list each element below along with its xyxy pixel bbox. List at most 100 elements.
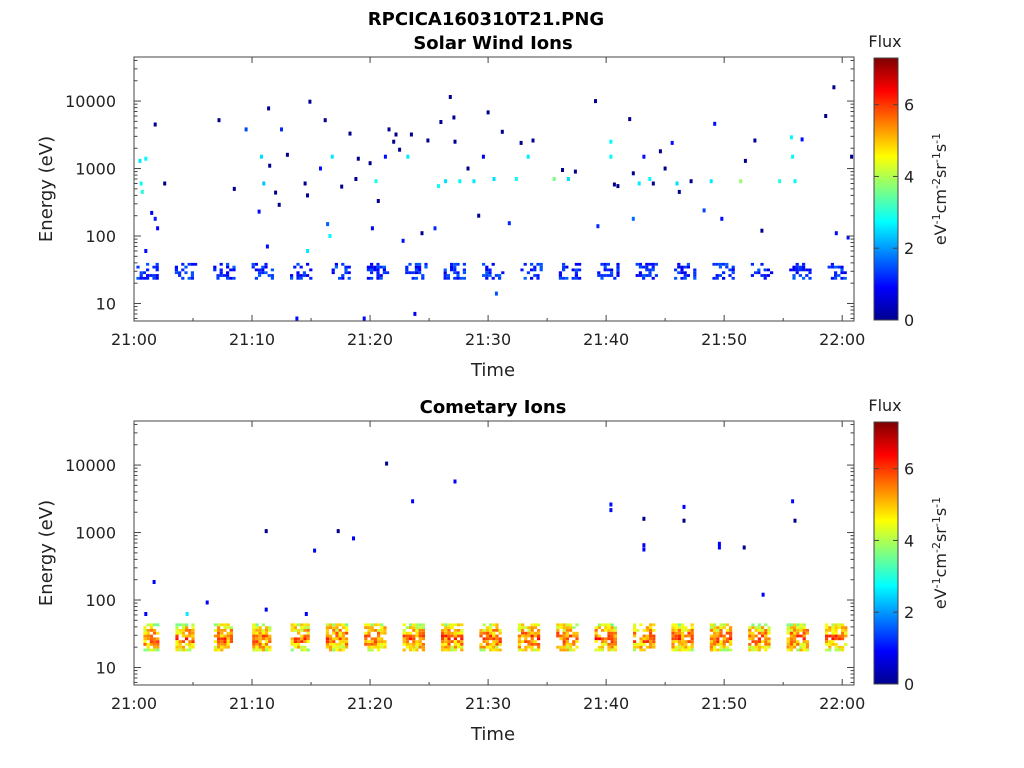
- heatmap-cell: [421, 623, 425, 627]
- heatmap-cell: [603, 262, 607, 266]
- heatmap-cell: [331, 268, 335, 272]
- heatmap-cell: [345, 637, 349, 641]
- heatmap-cell: [252, 623, 256, 627]
- heatmap-cell: [607, 629, 611, 632]
- heatmap-point: [328, 234, 332, 238]
- heatmap-cell: [479, 631, 483, 635]
- heatmap-cell: [325, 634, 329, 638]
- heatmap-cell: [441, 631, 445, 635]
- heatmap-cell: [792, 268, 796, 272]
- heatmap-cell: [562, 637, 566, 641]
- heatmap-cell: [681, 637, 685, 641]
- heatmap-cell: [178, 271, 182, 275]
- heatmap-cell: [405, 645, 409, 649]
- heatmap-cell: [796, 643, 800, 646]
- heatmap-cell: [677, 262, 681, 266]
- heatmap-cell: [725, 640, 729, 643]
- heatmap-cell: [485, 637, 489, 641]
- heatmap-cell: [457, 640, 461, 643]
- heatmap-cell: [364, 626, 368, 629]
- heatmap-cell: [616, 271, 620, 275]
- heatmap-point: [739, 179, 743, 184]
- heatmap-point: [648, 177, 652, 181]
- heatmap-cell: [303, 645, 307, 649]
- colorbar-label: eV-1cm-2sr-1s-1: [930, 497, 950, 609]
- heatmap-cell: [175, 623, 179, 627]
- colorbar-tick-label: 4: [904, 167, 914, 186]
- heatmap-cell: [338, 276, 342, 280]
- heatmap-cell: [441, 629, 445, 632]
- heatmap-cell: [293, 645, 297, 649]
- heatmap-cell: [418, 271, 422, 275]
- heatmap-cell: [645, 645, 649, 649]
- heatmap-cell: [725, 631, 729, 635]
- heatmap-cell: [799, 645, 803, 649]
- heatmap-cell: [485, 645, 489, 649]
- heatmap-cell: [649, 643, 653, 646]
- heatmap-cell: [715, 262, 719, 266]
- heatmap-cell: [482, 274, 486, 277]
- heatmap-cell: [460, 631, 464, 635]
- heatmap-cell: [786, 623, 790, 627]
- heatmap-cell: [447, 643, 451, 646]
- heatmap-point: [552, 177, 556, 181]
- heatmap-cell: [325, 643, 329, 646]
- heatmap-cell: [562, 262, 566, 266]
- heatmap-cell: [569, 629, 573, 632]
- heatmap-cell: [766, 274, 770, 277]
- heatmap-point: [392, 139, 396, 144]
- heatmap-cell: [690, 631, 694, 635]
- heatmap-cell: [444, 629, 448, 632]
- heatmap-cell: [325, 631, 329, 635]
- heatmap-cell: [681, 626, 685, 629]
- heatmap-cell: [341, 274, 345, 277]
- heatmap-point: [791, 499, 795, 504]
- colorbar-tick-label: 0: [904, 311, 914, 330]
- heatmap-cell: [607, 631, 611, 635]
- heatmap-cell: [825, 629, 829, 632]
- heatmap-cell: [802, 262, 806, 266]
- heatmap-cell: [229, 631, 233, 635]
- heatmap-cell: [569, 643, 573, 646]
- heatmap-cell: [376, 276, 380, 280]
- heatmap-cell: [789, 629, 793, 632]
- heatmap-cell: [485, 265, 489, 269]
- heatmap-cell: [712, 262, 716, 266]
- heatmap-point: [306, 249, 309, 253]
- heatmap-point: [153, 216, 157, 221]
- heatmap-cell: [460, 648, 464, 652]
- heatmap-cell: [188, 645, 192, 649]
- heatmap-cell: [380, 626, 384, 629]
- heatmap-cell: [802, 631, 806, 635]
- heatmap-cell: [338, 645, 342, 649]
- heatmap-point: [677, 189, 681, 194]
- heatmap-cell: [255, 634, 259, 638]
- heatmap-cell: [153, 631, 157, 635]
- heatmap-cell: [153, 645, 157, 649]
- heatmap-cell: [638, 271, 642, 275]
- colorbar-tick-label: 0: [904, 675, 914, 694]
- heatmap-cell: [335, 643, 339, 646]
- heatmap-cell: [748, 648, 752, 652]
- heatmap-cell: [633, 648, 637, 652]
- heatmap-cell: [421, 645, 425, 649]
- heatmap-cell: [638, 262, 642, 266]
- heatmap-cell: [562, 631, 566, 635]
- heatmap-cell: [834, 645, 838, 649]
- heatmap-cell: [450, 626, 454, 629]
- heatmap-cell: [229, 268, 233, 272]
- heatmap-cell: [517, 643, 521, 646]
- heatmap-cell: [681, 623, 685, 627]
- heatmap-cell: [713, 640, 717, 643]
- heatmap-cell: [329, 634, 333, 638]
- heatmap-cell: [610, 629, 614, 632]
- heatmap-cell: [757, 631, 761, 635]
- heatmap-cell: [786, 629, 790, 632]
- heatmap-cell: [185, 626, 189, 629]
- heatmap-cell: [827, 265, 831, 269]
- heatmap-cell: [265, 643, 269, 646]
- heatmap-cell: [799, 643, 803, 646]
- heatmap-cell: [729, 629, 733, 632]
- heatmap-cell: [377, 623, 381, 627]
- heatmap-cell: [521, 629, 525, 632]
